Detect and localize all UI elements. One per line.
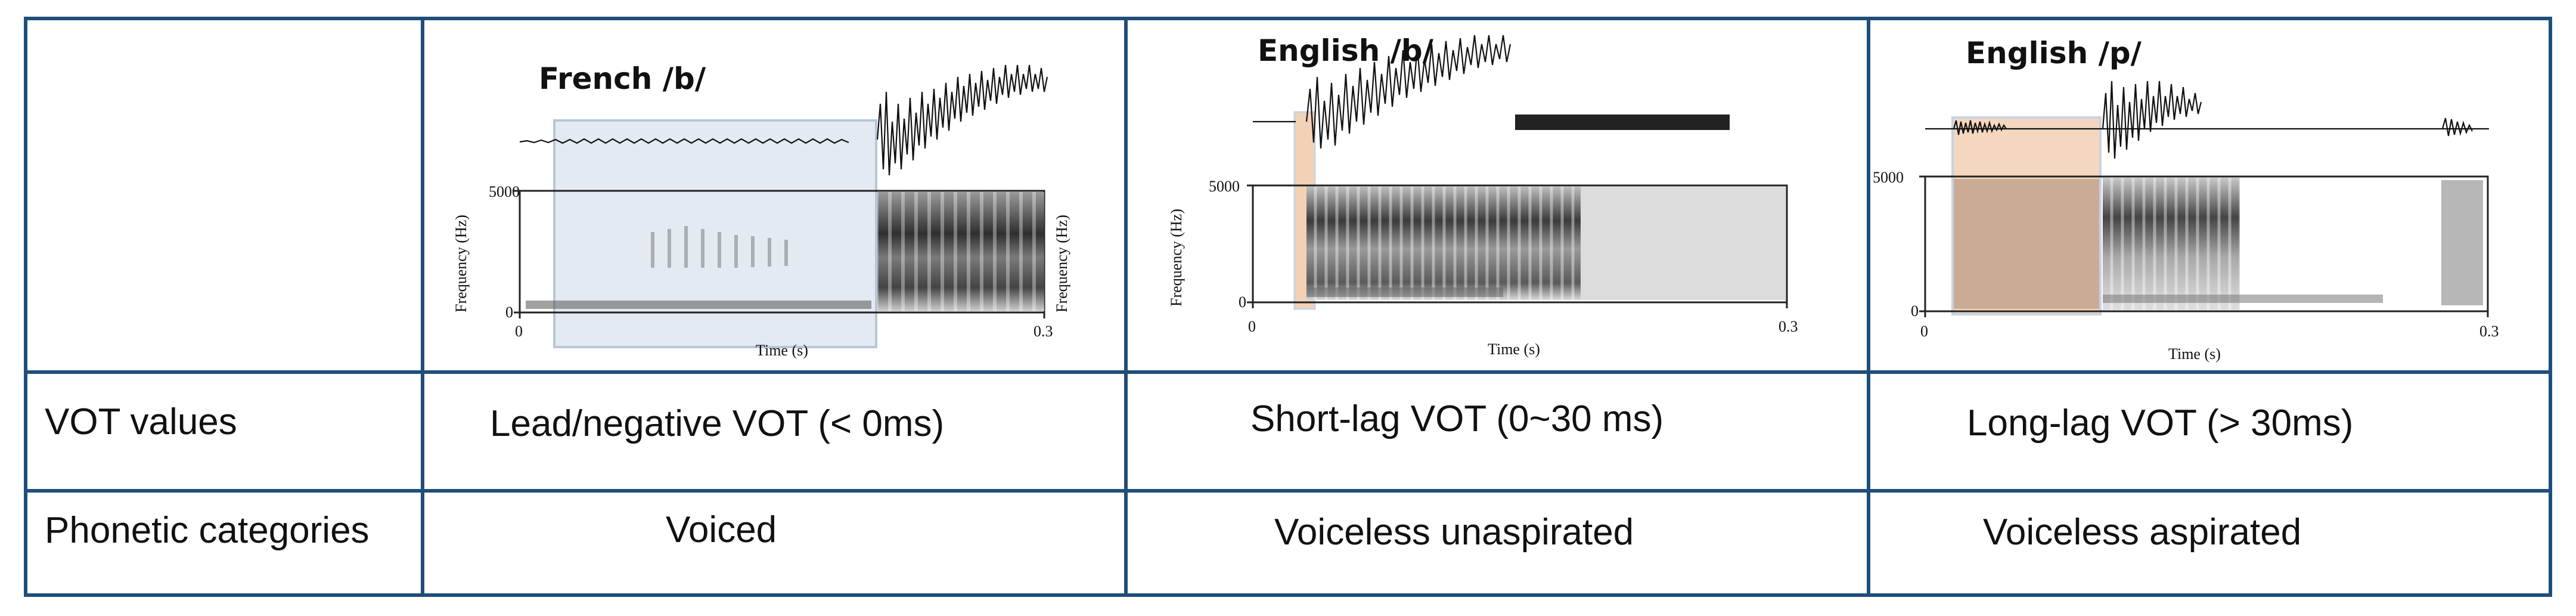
table-border-left [24,17,27,597]
table-border-top [24,17,2552,20]
waveform-final [2441,117,2473,137]
voicing-striations [651,226,788,268]
y-max-label: 5000 [1873,169,1904,186]
waveform-spectrogram-english-p: English /p/ 5000 0 0 0.3 Time (s) [1873,36,2499,363]
y-max-label: 5000 [1209,178,1240,195]
waveform-prevoicing [519,138,849,144]
spectrogram-frame [1252,184,1788,304]
voice-bar [2103,295,2383,303]
x-axis-label: Time (s) [2168,345,2221,363]
table-border-col2 [1124,17,1128,597]
table-border-col1 [421,17,424,597]
y-axis-label: Frequency (Hz) [1168,209,1185,307]
waveform-vowel [876,64,1048,176]
cell-category-english-b: Voiceless unaspirated [1274,512,1634,553]
voicing-lead-highlight [553,119,877,348]
x-axis-label: Time (s) [1488,340,1540,358]
waveform-spectrogram-english-b: English /b/ 5000 0 Frequency (Hz) 0 0.3 … [1168,33,1798,358]
aspiration-highlight [1951,116,2102,315]
x-min-label: 0 [1920,323,1928,340]
row-header-phonetic-categories: Phonetic categories [45,510,370,551]
table-border-right [2549,17,2552,597]
panel-title: English /p/ [1966,36,2142,70]
waveform-burst-noise [1953,120,2007,135]
waveform-spectrogram-french-b: French /b/ 5000 0 Frequency (Hz) Frequen… [452,61,1070,359]
y-min-label: 0 [1239,293,1246,311]
table-border-row1 [24,370,2552,374]
cell-category-english-p: Voiceless aspirated [1983,512,2302,553]
x-max-label: 0.3 [1033,323,1053,340]
waveform-vowel [1305,35,1512,149]
cell-category-french-b: Voiced [666,509,777,550]
y-min-label: 0 [505,304,513,321]
voice-bar [1306,287,1503,297]
y-axis-label: Frequency (Hz) [452,215,470,312]
cell-vot-french-b: Lead/negative VOT (< 0ms) [490,403,945,444]
panel-french-b: French /b/ 5000 0 Frequency (Hz) Frequen… [424,20,1124,370]
table-border-bottom [24,593,2552,597]
x-max-label: 0.3 [1779,318,1798,335]
x-max-label: 0.3 [2479,323,2499,340]
x-min-label: 0 [1248,318,1256,335]
y-axis-label-right: Frequency (Hz) [1053,215,1070,312]
x-axis-label: Time (s) [756,342,808,359]
voice-bar [526,301,871,309]
panel-english-p: English /p/ 5000 0 0 0.3 Time (s) [1870,20,2549,370]
table-border-row2 [24,489,2552,493]
cell-vot-english-p: Long-lag VOT (> 30ms) [1967,403,2354,444]
fricative-spectrogram [1581,187,1786,300]
y-min-label: 0 [1911,302,1919,320]
row-header-vot-values: VOT values [45,401,237,442]
panel-title: English /b/ [1258,33,1434,68]
table-border-col3 [1867,17,1870,597]
x-min-label: 0 [515,323,523,340]
panel-title: French /b/ [539,61,706,96]
aspiration-spectrogram [1954,179,2099,309]
final-spectrogram [2441,180,2483,305]
panel-english-b: English /b/ 5000 0 Frequency (Hz) 0 0.3 … [1128,20,1867,370]
cell-vot-english-b: Short-lag VOT (0~30 ms) [1250,398,1664,439]
waveform-tail [1515,114,1730,130]
waveform-vowel [2102,81,2202,159]
spectrogram-frame [1924,175,2489,312]
